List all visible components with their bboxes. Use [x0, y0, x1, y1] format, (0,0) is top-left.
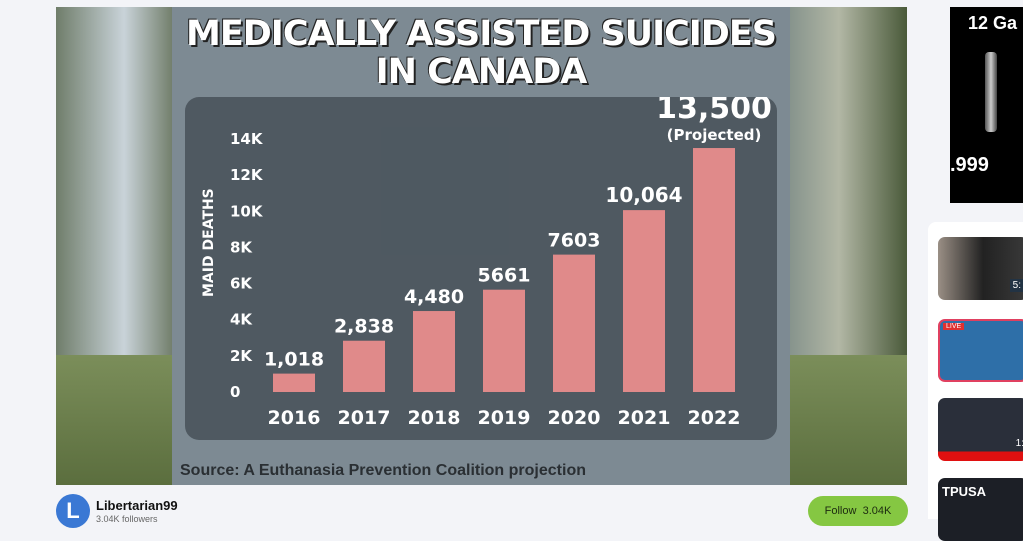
y-tick-label: 0 — [230, 383, 240, 401]
chart-source: Source: A Euthanasia Prevention Coalitio… — [180, 462, 586, 479]
channel-name[interactable]: Libertarian99 — [96, 498, 178, 513]
chart-panel: 0 2K 4K 6K 8K 10K 12K 14K MAID DEATHS 1,018 2016 2,… — [185, 91, 777, 440]
related-videos: 5: LIVE 1: TPUSA — [928, 222, 1023, 541]
channel-avatar[interactable]: L — [56, 494, 90, 528]
chart-screen: MEDICALLY ASSISTED SUICIDES IN CANADA 0 2… — [172, 7, 790, 485]
thumb-title: TPUSA — [942, 484, 987, 499]
related-video-thumb[interactable]: 5: — [938, 237, 1023, 300]
y-tick-label: 8K — [230, 238, 253, 256]
bar — [413, 311, 455, 392]
related-video-thumb[interactable]: 1: — [938, 398, 1023, 461]
bar — [343, 340, 385, 392]
y-tick-label: 2K — [230, 347, 253, 365]
x-tick-label: 2022 — [688, 407, 741, 429]
x-tick-label: 2016 — [268, 407, 321, 429]
data-label: 5661 — [478, 265, 531, 287]
data-label: 2,838 — [334, 316, 394, 338]
x-tick-label: 2021 — [618, 407, 671, 429]
x-tick-label: 2020 — [548, 407, 601, 429]
data-label: 4,480 — [404, 286, 464, 308]
data-label: 1,018 — [264, 349, 324, 371]
follow-button[interactable]: Follow 3.04K — [808, 496, 908, 526]
video-player[interactable]: MEDICALLY ASSISTED SUICIDES IN CANADA 0 2… — [56, 7, 907, 485]
live-badge: LIVE — [943, 323, 965, 330]
bar-chart: 0 2K 4K 6K 8K 10K 12K 14K MAID DEATHS 1,018 2016 2,… — [201, 91, 772, 429]
x-tick-label: 2017 — [338, 407, 391, 429]
bar — [483, 289, 525, 392]
x-tick-label: 2019 — [478, 407, 531, 429]
follow-count: 3.04K — [862, 505, 892, 517]
duration-badge: 5: — [1009, 279, 1023, 292]
annotation: (Projected) — [667, 126, 762, 144]
bar — [623, 210, 665, 392]
y-axis-label: MAID DEATHS — [201, 188, 217, 297]
x-tick-label: 2018 — [408, 407, 461, 429]
data-label: 7603 — [548, 230, 601, 252]
y-tick-label: 4K — [230, 311, 253, 329]
bar — [553, 254, 595, 392]
related-video-thumb[interactable]: TPUSA — [938, 478, 1023, 541]
follower-count: 3.04K followers — [96, 514, 158, 524]
data-label: 13,500 — [656, 97, 772, 126]
duration-badge: 1: — [1015, 438, 1023, 449]
bar — [273, 373, 315, 392]
ad-banner[interactable]: 12 Ga .999 — [950, 7, 1023, 203]
follow-label: Follow — [824, 505, 857, 517]
y-tick-label: 10K — [230, 202, 264, 220]
ad-title: 12 Ga — [968, 13, 1018, 33]
chart-title: MEDICALLY ASSISTED SUICIDES IN CANADA — [186, 14, 777, 92]
y-tick-label: 12K — [230, 166, 264, 184]
y-tick-label: 14K — [230, 130, 264, 148]
data-label: 10,064 — [605, 183, 682, 207]
shell-icon — [985, 52, 997, 132]
related-video-thumb[interactable]: LIVE — [938, 319, 1023, 382]
y-tick-label: 6K — [230, 275, 253, 293]
ad-price: .999 — [950, 154, 989, 176]
bar — [693, 148, 735, 392]
